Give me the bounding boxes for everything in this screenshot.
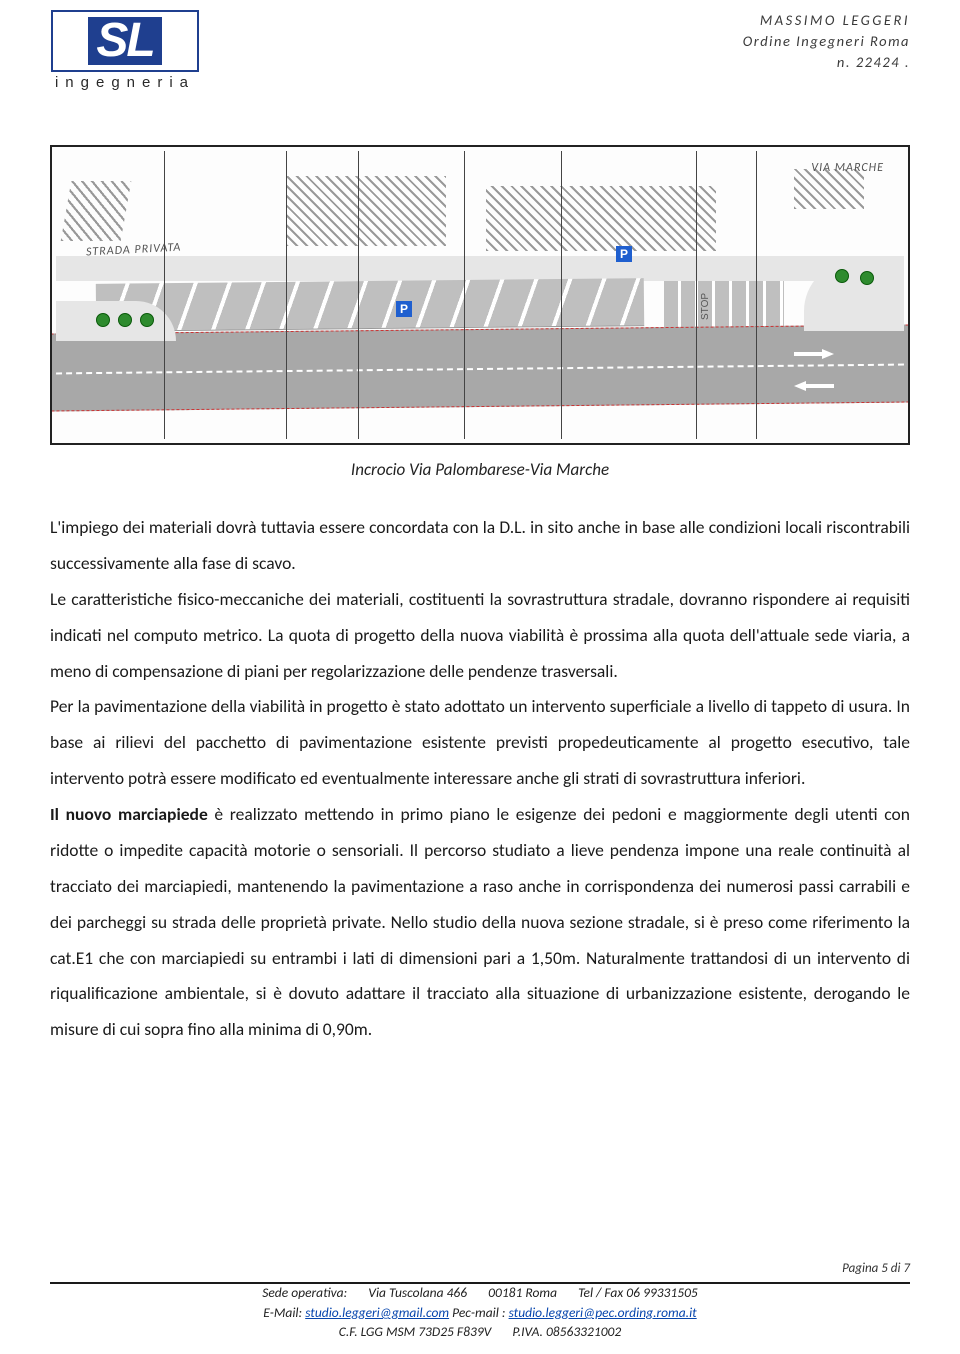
logo-initials: SL: [88, 17, 161, 65]
header: SL ingegneria MASSIMO LEGGERI Ordine Ing…: [50, 10, 910, 105]
author-name: MASSIMO LEGGERI: [743, 10, 910, 31]
building-hatch: [61, 181, 132, 241]
building-hatch: [486, 186, 716, 251]
corner-island: [56, 301, 176, 341]
page: SL ingegneria MASSIMO LEGGERI Ordine Ing…: [0, 0, 960, 1354]
section-line: [358, 151, 359, 439]
section-line: [756, 151, 757, 439]
tree-icon: [860, 271, 874, 285]
pec-link[interactable]: studio.leggeri@pec.ording.roma.it: [509, 1304, 697, 1321]
page-number: Pagina 5 di 7: [842, 1261, 910, 1276]
header-right: MASSIMO LEGGERI Ordine Ingegneri Roma n.…: [743, 10, 910, 73]
figure-frame: P P STOP STRADA PRIVATA VIA MARCHE: [50, 145, 910, 445]
email-link[interactable]: studio.leggeri@gmail.com: [305, 1304, 449, 1321]
tree-icon: [140, 313, 154, 327]
figure-caption: Incrocio Via Palombarese-Via Marche: [50, 459, 910, 480]
bold-term: Il nuovo marciapiede: [50, 803, 208, 825]
building-hatch: [794, 169, 864, 209]
stop-text: STOP: [700, 293, 711, 320]
tree-icon: [118, 313, 132, 327]
paragraph: Le caratteristiche fisico-meccaniche dei…: [50, 582, 910, 690]
paragraph: Per la pavimentazione della viabilità in…: [50, 689, 910, 797]
road-surface: [50, 324, 910, 411]
parking-icon: P: [396, 301, 412, 317]
parking-strip: [664, 281, 784, 329]
section-line: [286, 151, 287, 439]
author-order: Ordine Ingegneri Roma: [743, 31, 910, 52]
road-plan-diagram: P P STOP STRADA PRIVATA VIA MARCHE: [56, 151, 904, 439]
logo-subtext: ingegneria: [55, 74, 195, 91]
paragraph-rest: è realizzato mettendo in primo piano le …: [50, 803, 910, 1040]
tree-icon: [96, 313, 110, 327]
footer-address-line: Sede operativa: Via Tuscolana 466 00181 …: [0, 1283, 960, 1303]
section-line: [696, 151, 697, 439]
footer-fiscal-line: C.F. LGG MSM 73D25 F839V P.IVA. 08563321…: [0, 1322, 960, 1342]
parking-icon: P: [616, 246, 632, 262]
building-hatch: [286, 176, 446, 246]
sidewalk: [56, 256, 904, 281]
paragraph: L'impiego dei materiali dovrà tuttavia e…: [50, 510, 910, 582]
logo-box: SL: [51, 10, 199, 72]
section-line: [561, 151, 562, 439]
footer: Sede operativa: Via Tuscolana 466 00181 …: [0, 1283, 960, 1342]
logo: SL ingegneria: [50, 10, 200, 91]
tree-icon: [835, 269, 849, 283]
section-line: [164, 151, 165, 439]
paragraph: Il nuovo marciapiede è realizzato metten…: [50, 797, 910, 1048]
street-label-marche: VIA MARCHE: [811, 161, 884, 175]
section-line: [464, 151, 465, 439]
body-text: L'impiego dei materiali dovrà tuttavia e…: [50, 510, 910, 1048]
author-number: n. 22424 .: [743, 52, 910, 73]
footer-email-line: E-Mail: studio.leggeri@gmail.com Pec-mai…: [0, 1303, 960, 1323]
